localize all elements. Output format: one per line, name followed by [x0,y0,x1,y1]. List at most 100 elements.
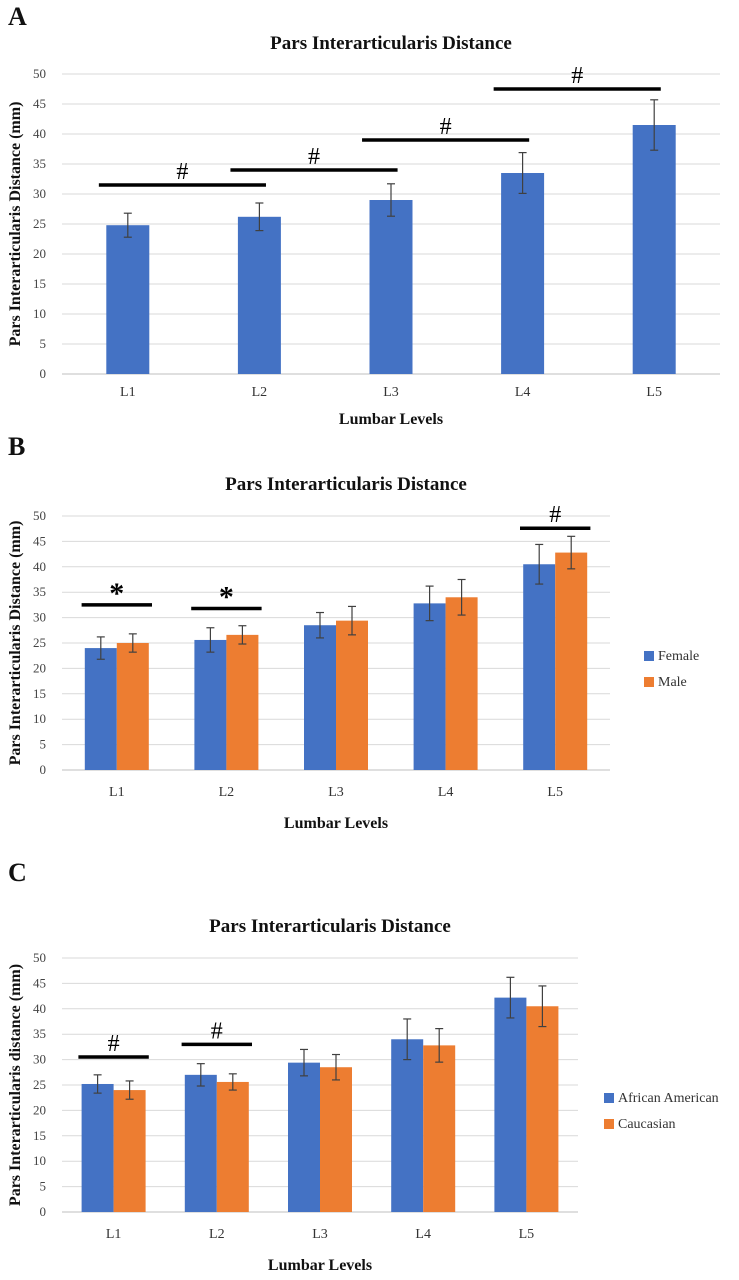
y-tick-label: 30 [33,186,46,201]
y-tick-label: 20 [33,1102,46,1117]
error-bar [206,627,215,653]
error-bar [538,985,547,1028]
y-tick-label: 10 [33,711,46,726]
bar [369,200,413,374]
legend-swatch [604,1093,614,1103]
y-tick-label: 25 [33,1077,46,1092]
error-bar [348,605,356,636]
legend-label: Female [658,649,699,664]
y-tick-label: 5 [40,1179,47,1194]
y-axis-label: Pars Interarticularis distance (mm) [7,964,24,1206]
y-tick-label: 20 [33,246,46,261]
y-tick-label: 5 [40,336,47,351]
error-bar [238,625,247,645]
legend-swatch [644,651,654,661]
bar [523,564,556,770]
x-tick-label: L2 [252,385,268,400]
significance-symbol: # [176,159,188,185]
chart-title: Pars Interarticularis Distance [225,474,467,495]
bar [113,1090,146,1212]
error-bar [650,99,659,151]
bar [194,639,227,770]
bar [391,1039,424,1212]
significance-symbol: # [549,502,561,528]
chart-title: Pars Interarticularis Distance [270,33,512,54]
error-bar [506,976,515,1019]
legend-label: Male [658,675,687,690]
y-tick-label: 15 [33,686,46,701]
x-tick-label: L3 [328,785,344,800]
x-tick-label: L1 [106,1227,122,1242]
x-tick-label: L5 [519,1227,535,1242]
legend-label: Caucasian [618,1117,676,1132]
legend-label: African American [618,1091,719,1106]
x-axis-label: Lumbar Levels [284,815,388,832]
error-bar [128,633,137,653]
y-tick-label: 40 [33,1001,46,1016]
chart-panel-b: 0 5 10 15 20 25 30 35 40 45 50 Pars Interarticulari… [7,474,699,832]
error-bar [125,1080,134,1100]
chart-title: Pars Interarticularis Distance [209,916,451,937]
bar [413,603,446,770]
legend-swatch [604,1119,614,1129]
bar [320,1067,352,1212]
bar [81,1083,114,1212]
x-tick-label: L5 [646,385,662,400]
panel-letter: A [8,2,27,31]
error-bar [300,1048,308,1077]
panel-a: A 0 5 10 15 20 25 30 35 40 45 50 Pars Interarticula… [0,0,739,430]
y-tick-label: 50 [33,950,46,965]
y-tick-label: 35 [33,156,46,171]
y-tick-label: 30 [33,1052,46,1067]
bar [84,648,117,770]
x-tick-label: L4 [515,385,531,400]
error-bar [228,1073,237,1091]
panel-c: C 0 5 10 15 20 25 30 35 40 45 50 Pars Interarticula… [0,850,739,1280]
bar [555,552,588,770]
bar [336,620,368,770]
bar [445,597,478,770]
bar [216,1081,249,1212]
y-tick-label: 0 [40,762,47,777]
x-tick-label: L2 [219,785,235,800]
panel-b: B 0 5 10 15 20 25 30 35 40 45 50 Pars Interarticula… [0,430,739,850]
error-bar [332,1053,340,1081]
significance-symbol: # [571,63,583,89]
error-bar [255,202,264,232]
significance-symbol: # [308,144,320,170]
y-tick-label: 10 [33,306,46,321]
x-tick-label: L3 [312,1227,328,1242]
bar [106,225,150,374]
x-tick-label: L4 [415,1227,431,1242]
bar [237,216,281,374]
bar [423,1045,456,1212]
panel-letter: C [8,858,27,887]
error-bar [518,152,527,194]
y-tick-label: 0 [40,366,47,381]
y-tick-label: 30 [33,610,46,625]
error-bar [316,611,324,639]
significance-symbol: # [108,1031,120,1057]
y-tick-label: 35 [33,584,46,599]
y-tick-label: 15 [33,276,46,291]
error-bar [425,585,434,622]
y-tick-label: 45 [33,533,46,548]
y-tick-label: 25 [33,635,46,650]
significance-symbol: * [219,580,234,613]
x-tick-label: L5 [547,785,563,800]
legend-swatch [644,677,654,687]
x-axis-label: Lumbar Levels [339,411,443,428]
significance-symbol: * [109,577,124,610]
bar [501,173,545,374]
y-tick-label: 15 [33,1128,46,1143]
y-tick-label: 40 [33,559,46,574]
bar [116,643,149,770]
error-bar [535,543,544,585]
x-axis-label: Lumbar Levels [268,1257,372,1274]
y-tick-label: 40 [33,126,46,141]
y-tick-label: 45 [33,975,46,990]
error-bar [567,535,576,570]
significance-symbol: # [440,114,452,140]
x-tick-label: L4 [438,785,454,800]
y-tick-label: 50 [33,66,46,81]
